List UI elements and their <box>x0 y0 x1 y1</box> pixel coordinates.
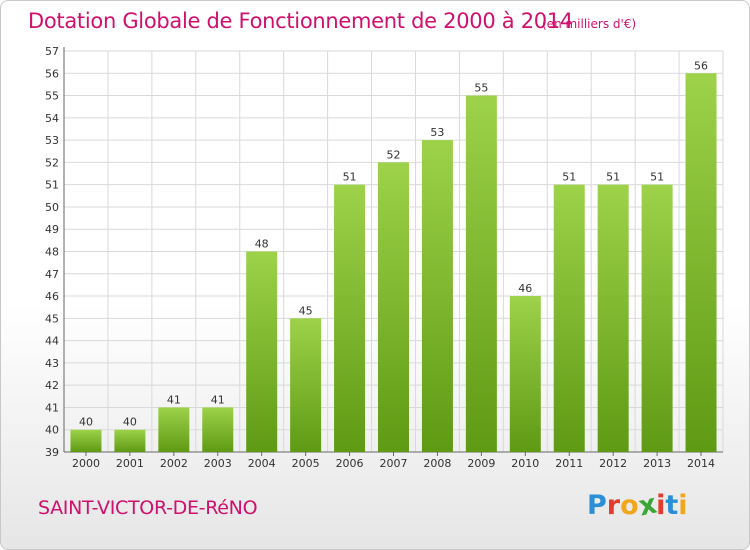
x-tick-label: 2011 <box>555 457 583 470</box>
x-tick-label: 2009 <box>467 457 495 470</box>
x-tick-label: 2003 <box>204 457 232 470</box>
y-tick-label: 41 <box>45 401 59 414</box>
logo-letter: P <box>587 490 607 521</box>
bar <box>641 184 673 452</box>
x-tick-label: 2000 <box>72 457 100 470</box>
data-label: 51 <box>343 171 357 184</box>
x-tick-label: 2012 <box>599 457 627 470</box>
bar <box>465 95 497 453</box>
bar <box>421 140 453 452</box>
data-label: 55 <box>474 82 488 95</box>
y-tick-label: 55 <box>45 90 59 103</box>
y-tick-label: 56 <box>45 67 59 80</box>
data-label: 40 <box>79 416 93 429</box>
bar <box>246 251 278 452</box>
data-label: 51 <box>562 171 576 184</box>
y-tick-label: 43 <box>45 357 59 370</box>
y-tick-label: 54 <box>45 112 59 125</box>
data-label: 45 <box>299 304 313 317</box>
data-label: 56 <box>694 59 708 72</box>
x-tick-label: 2002 <box>160 457 188 470</box>
y-tick-label: 40 <box>45 424 59 437</box>
logo-letter: i <box>656 490 666 521</box>
chart-title: Dotation Globale de Fonctionnement de 20… <box>28 9 573 33</box>
data-label: 51 <box>606 171 620 184</box>
labels: 39 40 41 42 43 44 45 46 47 48 49 50 51 52 53 54 55 56 57 20… <box>45 45 715 470</box>
bar <box>597 184 629 452</box>
bar <box>334 184 366 452</box>
x-tick-label: 2001 <box>116 457 144 470</box>
x-tick-label: 2010 <box>511 457 539 470</box>
y-tick-label: 53 <box>45 134 59 147</box>
y-tick-label: 42 <box>45 379 59 392</box>
x-tick-label: 2004 <box>248 457 276 470</box>
y-tick-label: 47 <box>45 268 59 281</box>
data-label: 52 <box>387 148 401 161</box>
bar <box>509 296 541 452</box>
y-tick-label: 39 <box>45 446 59 459</box>
bar <box>158 407 190 452</box>
chart-subtitle: (en milliers d'€) <box>542 17 637 31</box>
x-tick-label: 2013 <box>643 457 671 470</box>
logo-letter: o <box>620 490 639 521</box>
proxiti-logo: Proxiti <box>587 489 688 523</box>
bar <box>114 429 146 452</box>
data-label: 41 <box>167 393 181 406</box>
y-tick-label: 51 <box>45 179 59 192</box>
x-tick-label: 2014 <box>687 457 715 470</box>
logo-letter: r <box>606 490 621 521</box>
y-tick-label: 48 <box>45 246 59 259</box>
y-tick-label: 46 <box>45 290 59 303</box>
y-tick-label: 50 <box>45 201 59 214</box>
logo-letter: t <box>665 490 679 521</box>
bars <box>70 73 717 453</box>
bar <box>553 184 585 452</box>
bar <box>290 318 322 452</box>
y-tick-label: 52 <box>45 156 59 169</box>
x-tick-label: 2006 <box>336 457 364 470</box>
data-label: 51 <box>650 171 664 184</box>
bar <box>685 73 717 453</box>
commune-name: SAINT-VICTOR-DE-RéNO <box>38 497 258 519</box>
y-tick-label: 49 <box>45 223 59 236</box>
y-tick-label: 45 <box>45 312 59 325</box>
bar <box>378 162 409 452</box>
data-label: 53 <box>430 126 444 139</box>
x-tick-label: 2007 <box>380 457 408 470</box>
bar <box>202 407 234 452</box>
logo-letter: i <box>678 490 688 521</box>
bar <box>70 429 102 452</box>
data-label: 41 <box>211 393 225 406</box>
y-tick-label: 57 <box>45 45 59 58</box>
x-tick-label: 2005 <box>292 457 320 470</box>
data-label: 40 <box>123 416 137 429</box>
data-label: 48 <box>255 238 269 251</box>
data-label: 46 <box>518 282 532 295</box>
y-tick-label: 44 <box>45 335 59 348</box>
x-tick-label: 2008 <box>423 457 451 470</box>
